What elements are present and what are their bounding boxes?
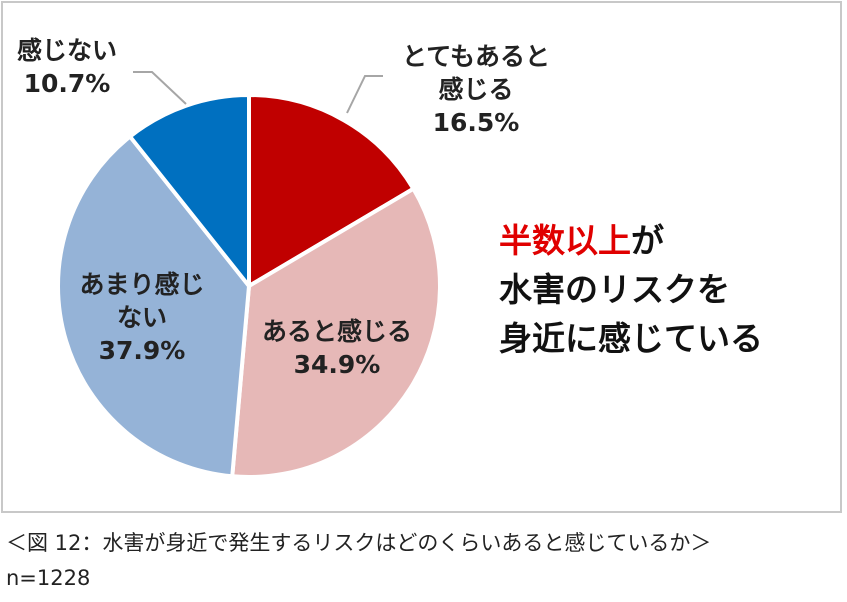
slice-very-much-leader-line — [346, 75, 383, 114]
slice-very-much-label: とてもあると感じる 16.5% — [402, 42, 550, 137]
slice-somewhat-label: あると感じる 34.9% — [262, 317, 412, 379]
slice-not-much-category: ない — [117, 303, 167, 332]
slice-not-at-all — [128, 93, 251, 288]
callout-text: 半数以上が 水害のリスクを 身近に感じている — [499, 216, 763, 363]
slice-not-at-all-category: 感じない — [17, 36, 117, 65]
slice-not-much — [56, 134, 251, 479]
slice-very-much — [247, 93, 416, 288]
callout-highlight: 半数以上 — [499, 221, 631, 260]
slice-somewhat-value: 34.9% — [294, 350, 381, 379]
pie-slices — [56, 93, 442, 479]
slice-somewhat-category: あると感じる — [262, 317, 412, 346]
slice-very-much-category: とてもあると — [402, 42, 550, 71]
slice-not-much-label: あまり感じない 37.9% — [79, 270, 204, 365]
leader-lines — [133, 71, 383, 114]
figure-caption: ＜図 12：水害が身近で発生するリスクはどのくらいあると感じているか＞ — [6, 531, 712, 555]
slice-not-at-all-leader-line — [133, 71, 187, 105]
sample-size: n=1228 — [6, 566, 91, 590]
slice-not-at-all-label: 感じない 10.7% — [17, 36, 117, 98]
callout-line-2: 水害のリスクを — [499, 270, 730, 309]
callout-line1-rest: が — [631, 221, 664, 260]
callout-line-1: 半数以上が — [499, 216, 763, 265]
callout-line-3: 身近に感じている — [499, 319, 763, 358]
slice-somewhat — [230, 186, 442, 479]
slice-labels: とてもあると感じる 16.5% あると感じる 34.9% あまり感じない 37.9% 感じな… — [17, 36, 550, 379]
slice-very-much-category: 感じる — [438, 75, 513, 104]
slice-not-at-all-value: 10.7% — [24, 69, 111, 98]
slice-very-much-value: 16.5% — [433, 108, 520, 137]
pie-chart: とてもあると感じる 16.5% あると感じる 34.9% あまり感じない 37.9% 感じな… — [17, 36, 550, 479]
slice-not-much-category: あまり感じ — [79, 270, 204, 299]
slice-not-much-value: 37.9% — [99, 336, 186, 365]
